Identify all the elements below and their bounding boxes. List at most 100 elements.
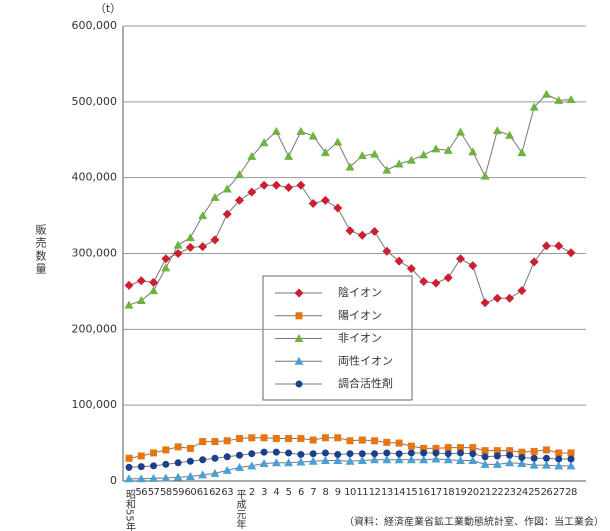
marker <box>566 95 576 104</box>
marker <box>149 286 159 295</box>
marker <box>296 180 306 190</box>
marker <box>444 444 452 452</box>
marker <box>320 195 330 205</box>
marker <box>248 434 256 442</box>
marker <box>432 449 440 457</box>
marker <box>161 473 171 482</box>
marker <box>260 434 268 442</box>
marker <box>210 192 220 201</box>
x-tick-label: 22 <box>491 487 503 498</box>
marker <box>295 312 303 320</box>
marker <box>210 468 220 477</box>
marker <box>186 444 194 452</box>
marker <box>173 240 183 249</box>
x-tick-label: 12 <box>369 487 381 498</box>
marker <box>457 444 464 452</box>
marker <box>468 456 478 465</box>
marker <box>308 198 318 208</box>
series-line <box>128 93 572 306</box>
marker <box>394 455 404 464</box>
y-axis-label: 販売数量 <box>34 224 47 276</box>
x-tick-label: 59 <box>172 487 184 498</box>
x-tick-label: 19 <box>455 487 467 498</box>
marker <box>431 278 441 288</box>
marker <box>555 449 563 457</box>
y-tick-label: 300,000 <box>72 247 118 260</box>
x-tick-label: 6 <box>298 487 304 498</box>
marker <box>529 102 539 111</box>
marker <box>358 436 366 444</box>
source-note: （資料：経済産業省鉱工業動態統計室、作図：当工業会） <box>344 515 604 528</box>
x-tick-label: 28 <box>565 487 577 498</box>
marker <box>493 452 501 460</box>
marker <box>554 241 564 251</box>
marker <box>137 463 145 471</box>
marker <box>480 298 490 308</box>
marker <box>530 454 538 462</box>
x-tick-label: 16 <box>418 487 430 498</box>
marker <box>150 449 158 457</box>
marker <box>394 256 404 266</box>
x-tick-label: 10 <box>344 487 356 498</box>
marker <box>406 455 416 464</box>
marker <box>149 473 159 482</box>
marker <box>566 461 576 470</box>
x-tick-label: 18 <box>442 487 454 498</box>
marker <box>124 300 134 309</box>
marker <box>320 148 330 157</box>
marker <box>419 455 429 464</box>
legend-label: 非イオン <box>338 332 382 345</box>
x-tick-label: 26 <box>541 487 553 498</box>
y-tick-label: 500,000 <box>72 95 118 108</box>
marker <box>247 151 257 160</box>
x-tick-label: 17 <box>430 487 442 498</box>
marker <box>295 380 303 388</box>
marker <box>125 454 133 462</box>
marker <box>492 293 502 303</box>
marker <box>346 437 354 445</box>
marker <box>506 451 514 459</box>
marker <box>321 449 329 457</box>
marker <box>198 211 208 220</box>
marker <box>394 159 404 168</box>
marker <box>173 249 183 258</box>
marker <box>345 162 355 171</box>
y-tick-label: 600,000 <box>72 19 118 32</box>
marker <box>407 442 415 450</box>
marker <box>420 449 428 457</box>
x-tick-label: 7 <box>310 487 316 498</box>
marker <box>247 187 257 197</box>
marker <box>297 450 305 458</box>
marker <box>223 453 231 461</box>
x-tick-label: 61 <box>197 487 209 498</box>
marker <box>419 150 429 159</box>
marker <box>492 459 502 468</box>
marker <box>541 89 551 98</box>
marker <box>259 459 269 468</box>
marker <box>222 209 232 219</box>
y-tick-label: 200,000 <box>72 322 118 335</box>
marker <box>320 456 330 465</box>
marker <box>162 446 170 454</box>
x-tick-label: 8 <box>323 487 329 498</box>
marker <box>480 459 490 468</box>
marker <box>370 227 380 237</box>
marker <box>236 451 243 459</box>
marker <box>185 242 195 252</box>
x-tick-label: 2 <box>249 487 255 498</box>
x-tick-label: 11 <box>356 487 368 498</box>
marker <box>235 170 244 179</box>
marker <box>456 456 465 465</box>
marker <box>223 437 231 445</box>
marker <box>284 458 294 467</box>
marker <box>542 446 550 454</box>
x-tick-label: 60 <box>185 487 197 498</box>
marker <box>260 448 268 456</box>
marker <box>285 435 293 443</box>
marker <box>185 471 195 480</box>
marker <box>161 254 171 264</box>
marker <box>333 203 343 213</box>
marker <box>271 180 281 190</box>
marker <box>345 226 355 236</box>
